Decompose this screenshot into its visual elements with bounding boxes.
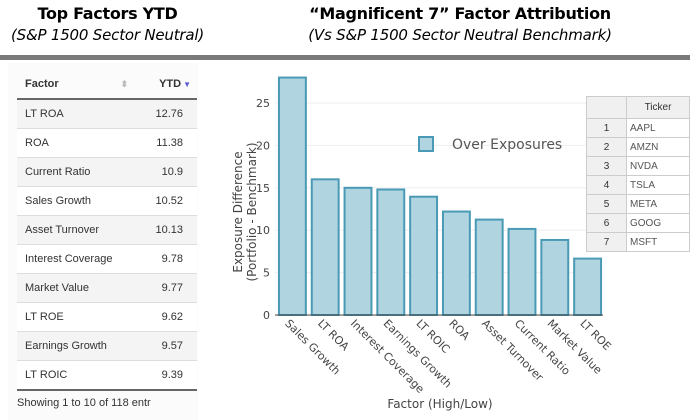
y-tick-label: 15 [256,182,270,195]
bar [474,218,504,317]
y-tick-label: 10 [256,224,270,237]
table-info: Showing 1 to 10 of 118 entr [17,397,151,409]
ticker-symbol: MSFT [626,232,690,252]
factor-name: Current Ratio [17,157,145,187]
y-axis-title: (Portfolio - Benchmark) [245,142,259,281]
right-subtitle: (Vs S&P 1500 Sector Neutral Benchmark) [308,26,612,44]
table-row: Asset Turnover 10.13 [17,215,197,245]
ticker-index: 3 [586,156,627,176]
ticker-row: 3 NVDA [586,156,690,176]
table-row: LT ROIC 9.39 [17,360,197,391]
factor-name: Asset Turnover [17,215,145,245]
bar [409,195,439,316]
table-row: Current Ratio 10.9 [17,157,197,187]
ticker-row: 4 TSLA [586,175,690,195]
ytd-value: 9.57 [144,331,197,361]
column-header-factor[interactable]: Factor ⬍ [17,70,145,100]
bar [343,186,373,316]
y-tick-label: 20 [256,139,270,152]
table-row: LT ROA 12.76 [17,98,197,129]
table-row: LT ROE 9.62 [17,302,197,332]
factor-name: Earnings Growth [17,331,145,361]
table-row: ROA 11.38 [17,128,197,158]
ticker-header: Ticker [626,96,690,119]
bar [310,178,340,316]
legend-label: Over Exposures [452,137,562,153]
ticker-index: 7 [586,232,627,252]
factor-name: LT ROIC [17,360,145,391]
ticker-table: Ticker 1 AAPL 2 AMZN 3 NVDA 4 TSLA 5 META 6 GOOG 7 MS… [586,96,690,252]
factor-name: Interest Coverage [17,244,145,274]
ytd-value: 12.76 [144,98,197,129]
ticker-index: 5 [586,194,627,214]
ticker-index: 2 [586,137,627,157]
legend-swatch [418,136,434,152]
x-tick-label: ROA [446,317,472,343]
ticker-row: 1 AAPL [586,118,690,138]
right-title-block: “Magnificent 7” Factor Attribution (Vs S… [250,4,670,44]
right-title: “Magnificent 7” Factor Attribution [309,4,611,23]
ticker-symbol: NVDA [626,156,690,176]
ytd-value: 10.13 [144,215,197,245]
ticker-index-header [586,96,627,119]
ytd-value: 9.39 [144,360,197,391]
x-axis-title: Factor (High/Low) [387,397,492,411]
bar [441,210,471,317]
divider [0,55,690,60]
ticker-symbol: TSLA [626,175,690,195]
left-title-block: Top Factors YTD (S&P 1500 Sector Neutral… [0,4,215,44]
y-tick-label: 5 [263,267,270,280]
factor-name: LT ROE [17,302,145,332]
bar [277,76,307,316]
table-row: Market Value 9.77 [17,273,197,303]
x-tick-label: Asset Turnover [479,317,546,384]
ticker-row: 7 MSFT [586,232,690,252]
sort-desc-icon[interactable]: ▼ [183,80,191,89]
y-axis-title: Exposure Difference [231,151,245,272]
ticker-index: 4 [586,175,627,195]
ticker-index: 6 [586,213,627,233]
factor-name: Sales Growth [17,186,145,216]
ytd-value: 9.78 [144,244,197,274]
factor-name: Market Value [17,273,145,303]
bar [507,227,537,316]
bar [376,188,406,316]
ticker-symbol: META [626,194,690,214]
ytd-value: 11.38 [144,128,197,158]
table-row: Interest Coverage 9.78 [17,244,197,274]
column-header-ytd[interactable]: YTD ▼ [144,70,197,100]
ticker-symbol: GOOG [626,213,690,233]
y-tick-label: 25 [256,97,270,110]
ytd-value: 10.52 [144,186,197,216]
ticker-row: 6 GOOG [586,213,690,233]
bar [573,257,603,316]
ticker-symbol: AMZN [626,137,690,157]
sort-both-icon[interactable]: ⬍ [120,79,129,89]
ytd-value: 9.62 [144,302,197,332]
left-subtitle: (S&P 1500 Sector Neutral) [10,26,205,44]
factor-table: Factor ⬍ YTD ▼ LT ROA 12.76 ROA 11.38 Current … [17,70,197,391]
factor-table-panel: Factor ⬍ YTD ▼ LT ROA 12.76 ROA 11.38 Current … [8,63,198,420]
factor-name: LT ROA [17,98,145,129]
table-row: Earnings Growth 9.57 [17,331,197,361]
ticker-row: 2 AMZN [586,137,690,157]
ytd-value: 10.9 [144,157,197,187]
table-row: Sales Growth 10.52 [17,186,197,216]
ytd-value: 9.77 [144,273,197,303]
ticker-symbol: AAPL [626,118,690,138]
y-tick-label: 0 [263,309,270,322]
left-title: Top Factors YTD [37,4,178,23]
factor-name: ROA [17,128,145,158]
ticker-row: 5 META [586,194,690,214]
bar [540,238,570,316]
ticker-index: 1 [586,118,627,138]
